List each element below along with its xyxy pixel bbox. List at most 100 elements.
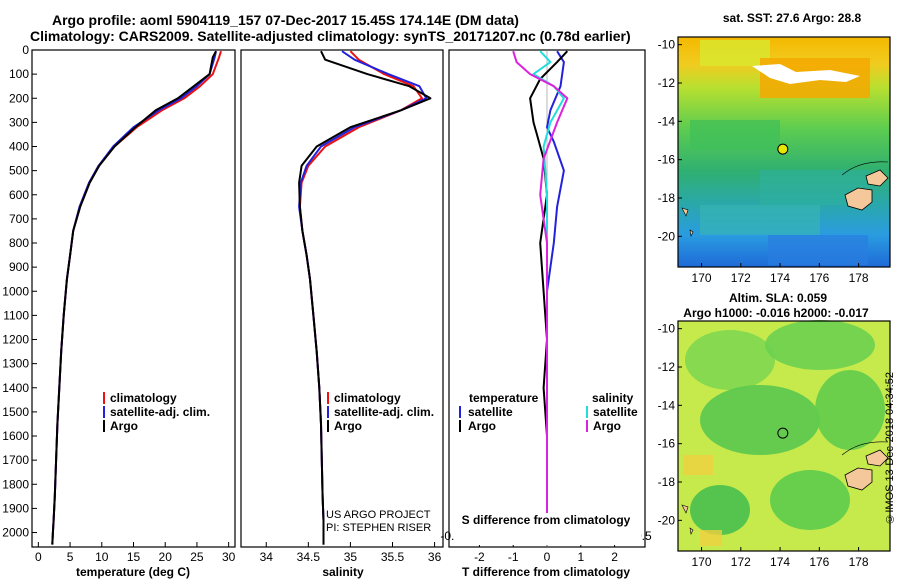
series-argo: [51, 50, 217, 545]
sst-map: 170 172 174 176 178 -10 -12 -14 -16 -18 -20: [658, 36, 891, 285]
lon-tick-label: 178: [849, 555, 869, 569]
legend-label-satellite: satellite-adj. clim.: [110, 405, 210, 419]
sst-patches: [690, 40, 870, 265]
series-argo: [298, 50, 432, 545]
legend-label-s-satellite: satellite: [593, 405, 638, 419]
x-tick-label: -2: [474, 550, 485, 564]
legend-label-argo: Argo: [334, 419, 362, 433]
x-tick-label: 25: [190, 550, 204, 564]
land-sla: [681, 441, 889, 535]
depth-tick-label: 1200: [2, 333, 29, 347]
pi-credit: PI: STEPHEN RISER: [326, 522, 431, 534]
x-tick-label: -1: [508, 550, 519, 564]
legend-label-climatology: climatology: [334, 391, 401, 405]
land-sst: [681, 161, 889, 237]
cloud-mask: [752, 64, 860, 84]
imos-credit: ©IMOS 13-Dec-2018 04:34:52: [884, 372, 896, 525]
legend-swatch-satellite: [103, 406, 105, 418]
argo-position-sst: [777, 143, 789, 155]
depth-tick-label: 200: [9, 91, 29, 105]
temperature-legend: climatology satellite-adj. clim. Argo: [103, 391, 210, 433]
depth-tick-label: 0: [22, 43, 29, 57]
depth-tick-label: 1900: [2, 501, 29, 515]
x-tick-label: 30: [222, 550, 236, 564]
lat-tick-label: -16: [658, 437, 676, 451]
legend-label-t-argo: Argo: [468, 419, 496, 433]
sla-map-title: Altim. SLA: 0.059: [729, 291, 827, 305]
legend-swatch-climatology: [327, 392, 329, 404]
x-tick-label: 35.5: [381, 550, 405, 564]
temperature-x-axis: 0 5 10 15 20 25 30: [35, 542, 236, 564]
depth-tick-label: 1800: [2, 477, 29, 491]
depth-tick-label: 400: [9, 140, 29, 154]
sla-map-subtitle: Argo h1000: -0.016 h2000: -0.017: [683, 306, 869, 320]
x-tick-label: 2: [611, 550, 618, 564]
t-difference-axis-label: T difference from climatology: [462, 565, 630, 579]
x-tick-label: 20: [159, 550, 173, 564]
legend-swatch-argo: [327, 420, 329, 432]
depth-tick-label: 1400: [2, 381, 29, 395]
lat-tick-label: -12: [658, 76, 676, 90]
project-credit: US ARGO PROJECT: [326, 509, 431, 521]
lat-tick-label: -10: [658, 322, 676, 336]
lat-tick-label: -18: [658, 475, 676, 489]
legend-salinity-heading: salinity: [592, 391, 634, 405]
lon-tick-label: 172: [731, 555, 751, 569]
sla-map: 170 172 174 176 178 -10 -12 -14 -16 -18 -20: [658, 320, 891, 569]
argo-position-sla: [777, 427, 789, 439]
lon-tick-label: 176: [809, 555, 829, 569]
legend-label-climatology: climatology: [110, 391, 177, 405]
legend-label-s-argo: Argo: [593, 419, 621, 433]
x-tick-label: 34: [260, 550, 274, 564]
temperature-axis-label: temperature (deg C): [76, 565, 190, 579]
lat-tick-label: -18: [658, 191, 676, 205]
sla-map-frame: [677, 320, 891, 552]
depth-tick-label: 1700: [2, 453, 29, 467]
x-tick-label: 15: [127, 550, 141, 564]
x-tick-label: 36: [428, 550, 442, 564]
legend-swatch-s-argo: [586, 420, 588, 432]
depth-tick-label: 900: [9, 260, 29, 274]
legend-label-argo: Argo: [110, 419, 138, 433]
series-s-argo: [512, 50, 569, 545]
depth-tick-label: 1500: [2, 405, 29, 419]
depth-tick-label: 1000: [2, 284, 29, 298]
depth-tick-label: 1100: [3, 308, 29, 322]
depth-tick-label: 500: [9, 164, 29, 178]
x-tick-label: 10: [95, 550, 109, 564]
sst-map-frame: [677, 36, 891, 268]
lat-tick-label: -20: [658, 513, 676, 527]
depth-tick-label: 1600: [2, 429, 29, 443]
lon-tick-label: 172: [731, 271, 751, 285]
title-line-2: Climatology: CARS2009. Satellite-adjuste…: [30, 28, 631, 44]
lon-tick-label: 170: [692, 271, 712, 285]
lat-tick-label: -10: [658, 38, 676, 52]
lat-tick-label: -12: [658, 360, 676, 374]
legend-temperature-heading: temperature: [469, 391, 539, 405]
legend-label-satellite: satellite-adj. clim.: [334, 405, 434, 419]
lat-tick-label: -16: [658, 153, 676, 167]
depth-tick-label: 1300: [2, 357, 29, 371]
legend-label-t-satellite: satellite: [468, 405, 513, 419]
s-difference-label-backdrop: [455, 513, 641, 545]
difference-legend: temperature satellite Argo salinity sate…: [459, 391, 638, 433]
legend-swatch-climatology: [103, 392, 105, 404]
legend-swatch-t-satellite: [459, 406, 461, 418]
legend-swatch-s-satellite: [586, 406, 588, 418]
lat-tick-label: -14: [658, 114, 676, 128]
temperature-panel: 0100200300400500600700800900100011001200…: [2, 43, 235, 579]
x-tick-label: 0: [35, 550, 42, 564]
depth-axis: 0 100 200 300 400 500 600 700 800 900 1000 1100 1200…: [2, 43, 37, 540]
sla-blobs: [683, 320, 885, 546]
salinity-legend: climatology satellite-adj. clim. Argo: [327, 391, 434, 433]
x-tick-label: 0: [544, 550, 551, 564]
salinity-x-axis: 34 34.5 35 35.5 36: [260, 542, 442, 564]
lon-tick-label: 176: [809, 271, 829, 285]
salinity-axis-label: salinity: [322, 565, 364, 579]
lon-tick-label: 170: [692, 555, 712, 569]
sst-map-title: sat. SST: 27.6 Argo: 28.8: [723, 11, 862, 25]
x-tick-label: 5: [67, 550, 74, 564]
